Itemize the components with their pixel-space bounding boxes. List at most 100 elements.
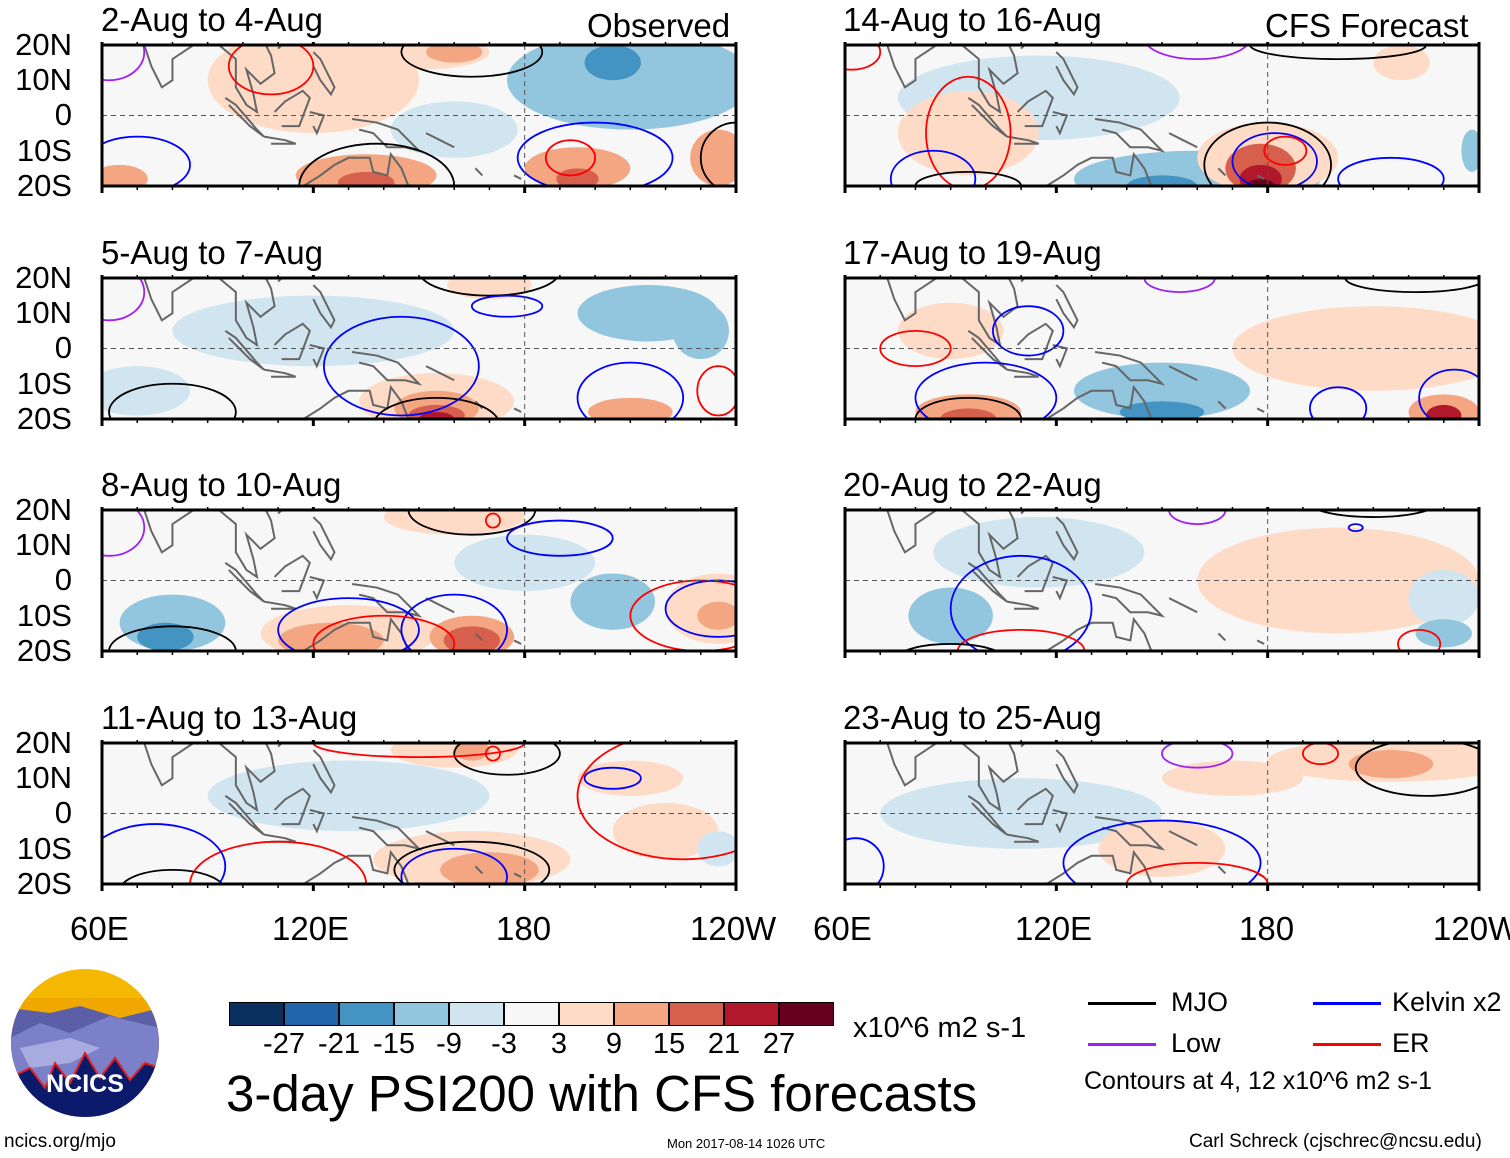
wave-contour [227,45,315,96]
map-panel [843,42,1481,193]
legend-label: ER [1392,1028,1430,1058]
lat-label: 20S [16,400,72,436]
coastline [1168,132,1198,149]
lat-label: 0 [54,795,72,831]
anomaly-shading [1232,306,1479,391]
coastline [885,510,939,554]
lat-label: 10N [15,527,72,563]
anomaly-shading [897,302,1004,360]
anomaly-shading [690,129,736,186]
coastline [1217,167,1227,177]
lon-label: 60E [70,910,129,947]
coastline [1055,516,1079,562]
wave-contour [102,45,146,82]
wave-contour [374,396,500,419]
footer-url[interactable]: ncics.org/mjo [4,1131,116,1152]
colorbar-units: x10^6 m2 s-1 [853,1012,1027,1044]
legend-label: Kelvin x2 [1392,987,1502,1017]
colorbar-label: 27 [762,1028,796,1060]
wave-contour [485,745,501,762]
lat-label: 10S [16,365,72,401]
coastline [1006,135,1040,145]
anomaly-shading [507,45,736,130]
wave-contour [889,149,977,186]
coastline [217,45,276,115]
map-panel [100,507,738,658]
figure-title: 3-day PSI200 with CFS forecasts [226,1065,978,1122]
colorbar-swatch [724,1002,779,1026]
wave-contour [1263,135,1308,166]
lat-label: 10N [15,760,72,796]
wave-contour [1337,156,1445,186]
wave-contour [1309,386,1368,419]
lon-label: 180 [1239,910,1295,947]
colorbar-swatch [339,1002,394,1026]
coastline [273,89,311,128]
panel-title: 2-Aug to 4-Aug [101,1,323,38]
coastline [885,45,939,89]
coastline [1006,368,1040,378]
anomaly-shading [556,168,599,186]
wave-contour [1418,368,1479,419]
wave-contour [1146,45,1249,60]
coastline [224,562,265,603]
map-panel [843,740,1481,891]
colorbar-swatch [394,1002,449,1026]
anomaly-shading [172,295,455,367]
coastline [273,787,311,826]
anomaly-shading [440,852,539,884]
lat-label: 0 [54,97,72,133]
coastline [263,368,297,378]
wave-contour [925,75,1012,186]
anomaly-shading [102,164,148,186]
anomaly-shading [897,90,1039,176]
wave-contour [121,869,224,884]
coastline [1016,787,1054,826]
anomaly-shading [1197,527,1479,634]
wave-contour [992,305,1065,357]
coastline [1016,322,1054,361]
coastline [1217,400,1227,410]
coastline [312,749,336,795]
wave-contour [393,840,551,884]
legend-label: Low [1171,1028,1221,1058]
coastline [142,743,196,787]
wave-contour [949,554,1093,651]
anomaly-shading [295,154,437,186]
observed-label: Observed [587,7,731,44]
wave-contour [420,278,559,297]
wave-contour [1397,628,1442,651]
coastline [1052,111,1069,136]
legend-line-mjo [1088,1002,1156,1005]
coastline [1055,51,1079,97]
lon-label: 120W [690,910,777,947]
colorbar-swatch [504,1002,559,1026]
coastline [1006,833,1040,843]
wave-contour [312,743,526,758]
map-panel [843,275,1481,426]
logo-text: NCICS [46,1070,124,1098]
anomaly-shading [1415,619,1472,648]
coastline [1094,583,1166,618]
wave-contour [407,510,537,536]
anomaly-shading [1119,401,1205,419]
coastline [513,872,522,878]
wave-contour [400,847,508,884]
wave-contour [1344,278,1479,293]
coastline [513,174,522,180]
coastline [1094,118,1166,153]
coastline [474,865,484,875]
coastline [967,97,1008,138]
coastline [1052,809,1069,834]
coastline [1055,749,1079,795]
wave-contour [583,766,642,790]
anomaly-shading [940,408,997,419]
colorbar-swatch [229,1002,284,1026]
wave-contour [312,614,456,651]
coastline [1052,344,1069,369]
wave-contour [102,510,146,557]
wave-contour [544,139,597,177]
legend-line-low [1088,1043,1156,1046]
coastline [425,132,455,149]
